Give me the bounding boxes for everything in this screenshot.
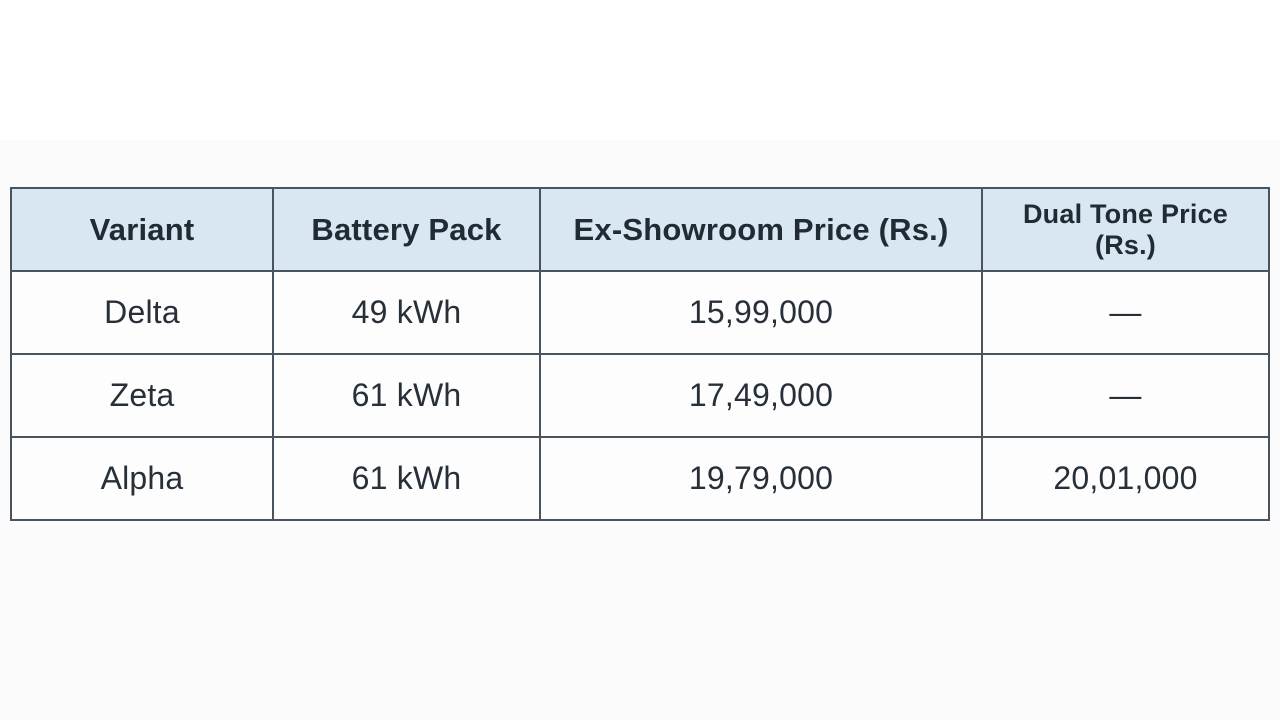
cell-variant: Zeta: [10, 353, 274, 438]
table-body: Delta 49 kWh 15,99,000 — Zeta 61 kWh 17,…: [10, 270, 1270, 521]
cell-variant: Alpha: [10, 436, 274, 521]
variant-price-table: Variant Battery Pack Ex-Showroom Price (…: [10, 187, 1270, 521]
column-header-dual-tone-price: Dual Tone Price (Rs.): [981, 187, 1270, 272]
table-row: Alpha 61 kWh 19,79,000 20,01,000: [10, 436, 1270, 521]
cell-dual-tone-price: —: [981, 353, 1270, 438]
cell-dual-tone-price: —: [981, 270, 1270, 355]
cell-battery-pack: 61 kWh: [272, 353, 541, 438]
cell-ex-showroom-price: 15,99,000: [539, 270, 983, 355]
cell-ex-showroom-price: 17,49,000: [539, 353, 983, 438]
cell-variant: Delta: [10, 270, 274, 355]
table-header: Variant Battery Pack Ex-Showroom Price (…: [10, 187, 1270, 272]
column-header-ex-showroom-price: Ex-Showroom Price (Rs.): [539, 187, 983, 272]
header-row: Variant Battery Pack Ex-Showroom Price (…: [10, 187, 1270, 272]
column-header-variant: Variant: [10, 187, 274, 272]
cell-ex-showroom-price: 19,79,000: [539, 436, 983, 521]
cell-battery-pack: 49 kWh: [272, 270, 541, 355]
table-row: Zeta 61 kWh 17,49,000 —: [10, 353, 1270, 438]
column-header-battery-pack: Battery Pack: [272, 187, 541, 272]
cell-battery-pack: 61 kWh: [272, 436, 541, 521]
cell-dual-tone-price: 20,01,000: [981, 436, 1270, 521]
table-row: Delta 49 kWh 15,99,000 —: [10, 270, 1270, 355]
